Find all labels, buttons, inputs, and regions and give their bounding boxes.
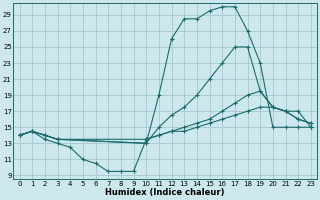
X-axis label: Humidex (Indice chaleur): Humidex (Indice chaleur)	[106, 188, 225, 197]
